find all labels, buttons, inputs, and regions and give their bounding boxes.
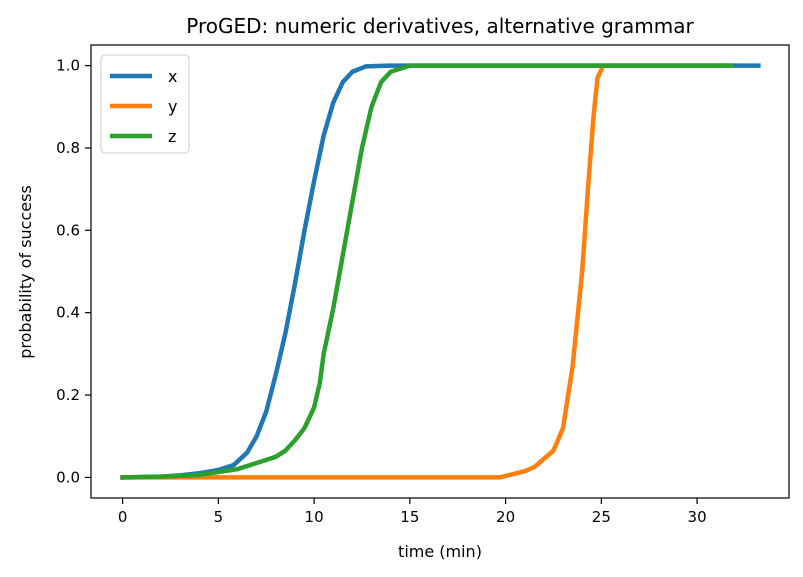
legend: xyz (100, 54, 190, 154)
legend-label-x: x (168, 67, 177, 86)
legend-label-y: y (168, 97, 177, 116)
series-layer (120, 63, 761, 480)
y-tick-label: 0.4 (56, 304, 80, 322)
x-tick-label: 10 (305, 508, 324, 526)
x-tick-label: 0 (118, 508, 128, 526)
y-tick-label: 0.0 (56, 468, 80, 486)
x-tick-label: 30 (688, 508, 707, 526)
x-axis-label: time (min) (398, 542, 482, 561)
legend-label-z: z (168, 127, 176, 146)
y-tick-label: 1.0 (56, 57, 80, 75)
series-line-z (120, 63, 734, 480)
series-line-y (120, 63, 734, 480)
y-tick-label: 0.6 (56, 221, 80, 239)
x-tick-label: 15 (400, 508, 419, 526)
x-tick-label: 5 (214, 508, 224, 526)
x-tick-label: 20 (496, 508, 515, 526)
plot-frame (90, 44, 790, 499)
x-tick-label: 25 (592, 508, 611, 526)
y-axis-ticks: 0.0 0.2 0.4 0.6 0.8 1.0 (56, 57, 91, 486)
y-axis-label: probability of success (16, 185, 35, 359)
x-axis-ticks: 0 5 10 15 20 25 30 (118, 498, 707, 526)
y-tick-label: 0.2 (56, 386, 80, 404)
y-tick-label: 0.8 (56, 139, 80, 157)
chart-title: ProGED: numeric derivatives, alternative… (186, 14, 694, 38)
